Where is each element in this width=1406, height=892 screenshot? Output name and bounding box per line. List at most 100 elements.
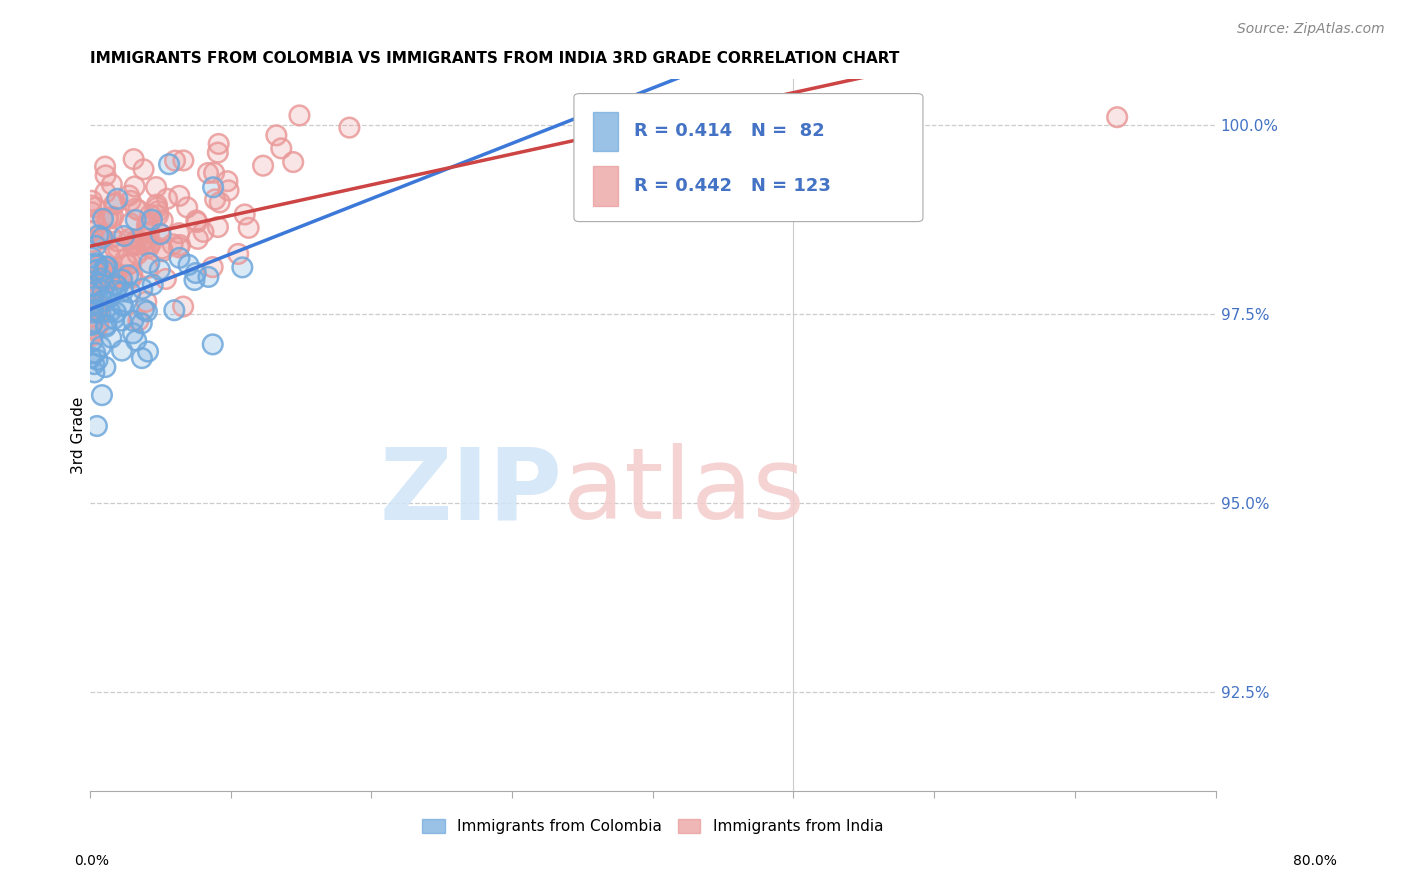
Point — [146, 208, 169, 222]
Point — [101, 178, 124, 192]
Point — [83, 365, 105, 379]
Point — [120, 194, 142, 208]
Point — [184, 266, 207, 280]
Point — [167, 226, 190, 240]
Point — [231, 260, 253, 275]
Point — [169, 189, 191, 203]
Point — [84, 275, 107, 289]
Point — [84, 239, 107, 253]
Point — [86, 262, 108, 277]
Point — [97, 273, 120, 287]
Point — [91, 231, 114, 245]
Point — [136, 219, 159, 234]
Point — [86, 256, 108, 270]
Point — [104, 196, 127, 211]
Point — [117, 258, 139, 272]
Point — [169, 189, 191, 203]
Point — [135, 294, 157, 309]
Point — [86, 306, 108, 320]
Point — [80, 351, 103, 365]
Point — [202, 166, 225, 180]
Point — [121, 236, 143, 251]
Text: ZIP: ZIP — [380, 443, 562, 541]
Point — [124, 202, 146, 216]
Point — [89, 300, 111, 314]
Point — [103, 311, 125, 326]
Point — [118, 188, 141, 202]
Point — [91, 388, 114, 402]
Point — [110, 268, 132, 282]
Point — [111, 298, 134, 312]
Point — [90, 340, 112, 354]
Point — [176, 201, 198, 215]
Point — [207, 145, 229, 160]
Point — [86, 296, 108, 310]
Point — [141, 235, 163, 250]
Point — [127, 313, 149, 327]
Point — [172, 153, 194, 168]
Point — [134, 232, 156, 246]
Point — [152, 244, 174, 259]
Point — [207, 220, 229, 235]
Point — [84, 346, 107, 360]
Point — [169, 238, 191, 252]
Point — [101, 263, 124, 277]
Point — [238, 220, 260, 235]
Point — [98, 305, 121, 319]
Point — [238, 220, 260, 235]
Point — [93, 232, 115, 246]
Point — [91, 293, 114, 308]
Point — [135, 238, 157, 252]
Point — [135, 304, 157, 318]
Point — [186, 213, 208, 227]
Point — [122, 152, 145, 166]
Point — [266, 128, 288, 143]
Point — [83, 215, 105, 229]
Point — [80, 224, 103, 238]
Point — [100, 330, 122, 344]
Point — [138, 256, 160, 270]
Point — [169, 251, 191, 265]
Y-axis label: 3rd Grade: 3rd Grade — [72, 396, 86, 474]
Point — [82, 303, 104, 318]
Text: IMMIGRANTS FROM COLOMBIA VS IMMIGRANTS FROM INDIA 3RD GRADE CORRELATION CHART: IMMIGRANTS FROM COLOMBIA VS IMMIGRANTS F… — [90, 51, 900, 66]
Point — [127, 203, 149, 218]
Point — [97, 273, 120, 287]
Point — [80, 318, 103, 332]
FancyBboxPatch shape — [593, 112, 617, 151]
Point — [80, 305, 103, 319]
Point — [169, 238, 191, 252]
Point — [91, 273, 114, 287]
Point — [136, 344, 159, 359]
Point — [87, 318, 110, 333]
Point — [132, 162, 155, 177]
Point — [162, 237, 184, 252]
Point — [127, 247, 149, 261]
Point — [101, 263, 124, 277]
Point — [104, 271, 127, 285]
Point — [91, 231, 114, 245]
Point — [197, 269, 219, 284]
Point — [197, 166, 219, 180]
Point — [129, 237, 152, 252]
Point — [80, 251, 103, 265]
Point — [94, 160, 117, 174]
Text: atlas: atlas — [562, 443, 804, 541]
Point — [86, 352, 108, 367]
Point — [136, 219, 159, 234]
Point — [283, 155, 305, 169]
Point — [183, 273, 205, 287]
Point — [84, 264, 107, 278]
Point — [101, 230, 124, 244]
Point — [201, 337, 224, 351]
Point — [101, 230, 124, 244]
Point — [337, 120, 360, 135]
Point — [132, 162, 155, 177]
Point — [172, 300, 194, 314]
Point — [131, 282, 153, 296]
Point — [125, 213, 148, 227]
Point — [80, 198, 103, 212]
Point — [110, 313, 132, 327]
Point — [80, 279, 103, 293]
Point — [138, 256, 160, 270]
